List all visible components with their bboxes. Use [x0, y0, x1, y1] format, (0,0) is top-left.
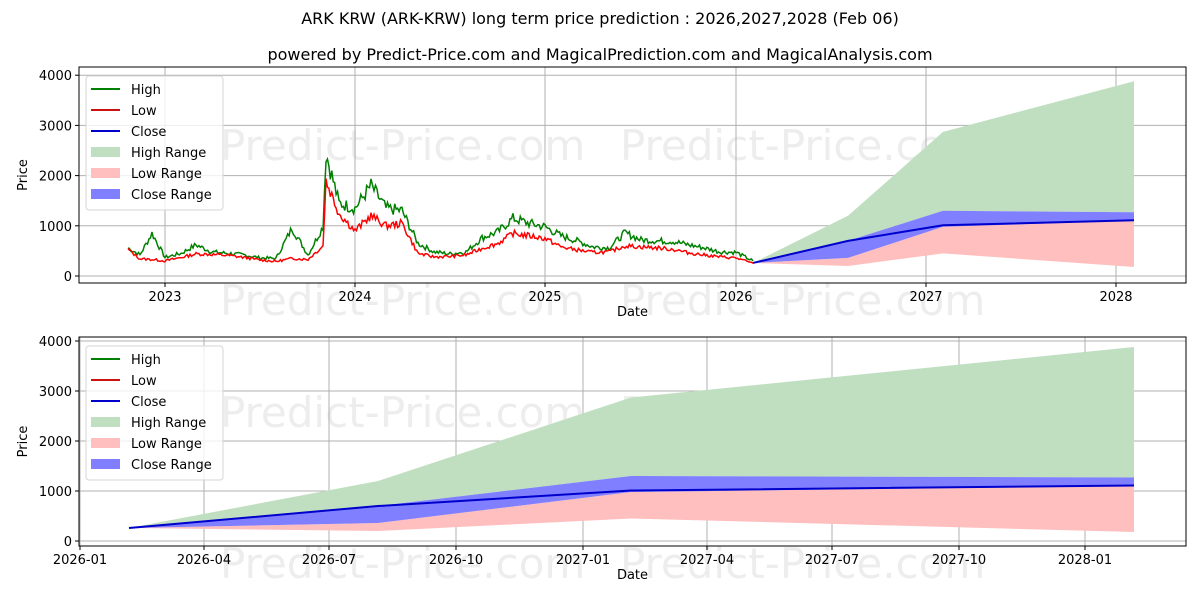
y-axis-ticks: 0 1000 2000 3000 4000: [39, 69, 79, 285]
svg-text:Low: Low: [131, 104, 157, 119]
svg-text:High: High: [131, 83, 161, 98]
svg-text:Predict-Price.com: Predict-Price.com: [220, 121, 585, 170]
legend-item-low: Low: [91, 374, 157, 389]
close-range-band: [129, 476, 1134, 528]
y-tick-label: 0: [64, 535, 72, 550]
y-tick-label: 1000: [39, 220, 72, 235]
x-axis-ticks: 2023 2024 2025 2026 2027 2028: [148, 283, 1133, 305]
legend-item-high-range: High Range: [91, 146, 206, 161]
x-tick-label: 2026-04: [177, 553, 231, 568]
legend-item-low: Low: [91, 104, 157, 119]
svg-text:High: High: [131, 353, 161, 368]
x-axis-label: Date: [617, 305, 648, 320]
svg-text:Close: Close: [131, 125, 166, 140]
svg-text:Close Range: Close Range: [131, 458, 212, 473]
y-tick-label: 4000: [39, 69, 72, 84]
svg-text:Predict-Price.com: Predict-Price.com: [620, 539, 985, 588]
legend-item-low-range: Low Range: [91, 167, 202, 182]
svg-text:Low Range: Low Range: [131, 167, 202, 182]
svg-text:Predict-Price.com: Predict-Price.com: [220, 539, 585, 588]
chart-subtitle: powered by Predict-Price.com and Magical…: [267, 45, 933, 64]
x-axis-ticks: 2026-01 2026-04 2026-07 2026-10 2027-01 2027-…: [53, 546, 1112, 568]
legend-item-close: Close: [91, 395, 166, 410]
high-range-band: [129, 347, 1134, 528]
y-tick-label: 2000: [39, 435, 72, 450]
svg-text:High Range: High Range: [131, 146, 206, 161]
y-axis-label: Price: [16, 426, 31, 458]
svg-text:Low: Low: [131, 374, 157, 389]
x-tick-label: 2027-10: [932, 553, 986, 568]
axes-frame: [78, 66, 1187, 284]
y-tick-label: 3000: [39, 119, 72, 134]
low-range-band: [129, 486, 1134, 532]
x-tick-label: 2027-04: [680, 553, 734, 568]
legend-item-high: High: [91, 353, 161, 368]
close-range-band: [753, 210, 1134, 263]
x-axis-label: Date: [617, 568, 648, 583]
y-tick-label: 1000: [39, 485, 72, 500]
svg-text:Predict-Price.com: Predict-Price.com: [620, 276, 985, 325]
close-forecast-line: [128, 484, 1135, 529]
svg-text:High Range: High Range: [131, 416, 206, 431]
x-tick-label: 2026-07: [302, 553, 356, 568]
low-history-line: [127, 178, 754, 265]
y-axis-label: Price: [16, 159, 31, 191]
svg-text:Low Range: Low Range: [131, 437, 202, 452]
legend-item-high-range: High Range: [91, 416, 206, 431]
y-tick-label: 0: [64, 270, 72, 285]
legend-item-close-range: Close Range: [91, 188, 212, 203]
x-tick-label: 2027-07: [805, 553, 859, 568]
legend-item-close: Close: [91, 125, 166, 140]
svg-text:Predict-Price.com: Predict-Price.com: [220, 276, 585, 325]
legend-item-low-range: Low Range: [91, 437, 202, 452]
x-tick-label: 2026-01: [53, 553, 107, 568]
bottom-plot-area: Predict-Price.com Predict-Price.com Predic…: [16, 335, 1187, 588]
watermark: Predict-Price.com Predict-Price.com Predic…: [220, 121, 985, 325]
svg-text:Close: Close: [131, 395, 166, 410]
x-tick-label: 2025: [528, 290, 561, 305]
close-forecast-line: [752, 219, 1135, 264]
legend: High Low Close High Range Low Range Close Ran…: [85, 75, 224, 211]
x-tick-label: 2028-01: [1058, 553, 1112, 568]
x-tick-label: 2027: [909, 290, 942, 305]
x-tick-label: 2024: [338, 290, 371, 305]
svg-text:Close Range: Close Range: [131, 188, 212, 203]
y-tick-label: 2000: [39, 170, 72, 185]
x-tick-label: 2026: [719, 290, 752, 305]
chart-title: ARK KRW (ARK-KRW) long term price predic…: [301, 9, 899, 28]
legend-item-high: High: [91, 83, 161, 98]
x-tick-label: 2028: [1099, 290, 1132, 305]
top-plot-area: Predict-Price.com Predict-Price.com Predic…: [16, 66, 1187, 325]
x-tick-label: 2027-01: [556, 553, 610, 568]
legend-item-close-range: Close Range: [91, 458, 212, 473]
svg-text:Predict-Price.com: Predict-Price.com: [220, 388, 585, 437]
x-tick-label: 2023: [148, 290, 181, 305]
high-range-band: [753, 81, 1134, 263]
y-axis-ticks: 0 1000 2000 3000 4000: [39, 335, 79, 550]
y-tick-label: 4000: [39, 335, 72, 350]
low-range-band: [753, 220, 1134, 267]
y-tick-label: 3000: [39, 385, 72, 400]
x-tick-label: 2026-10: [429, 553, 483, 568]
legend: High Low Close High Range Low Range Close Ran…: [85, 345, 224, 481]
